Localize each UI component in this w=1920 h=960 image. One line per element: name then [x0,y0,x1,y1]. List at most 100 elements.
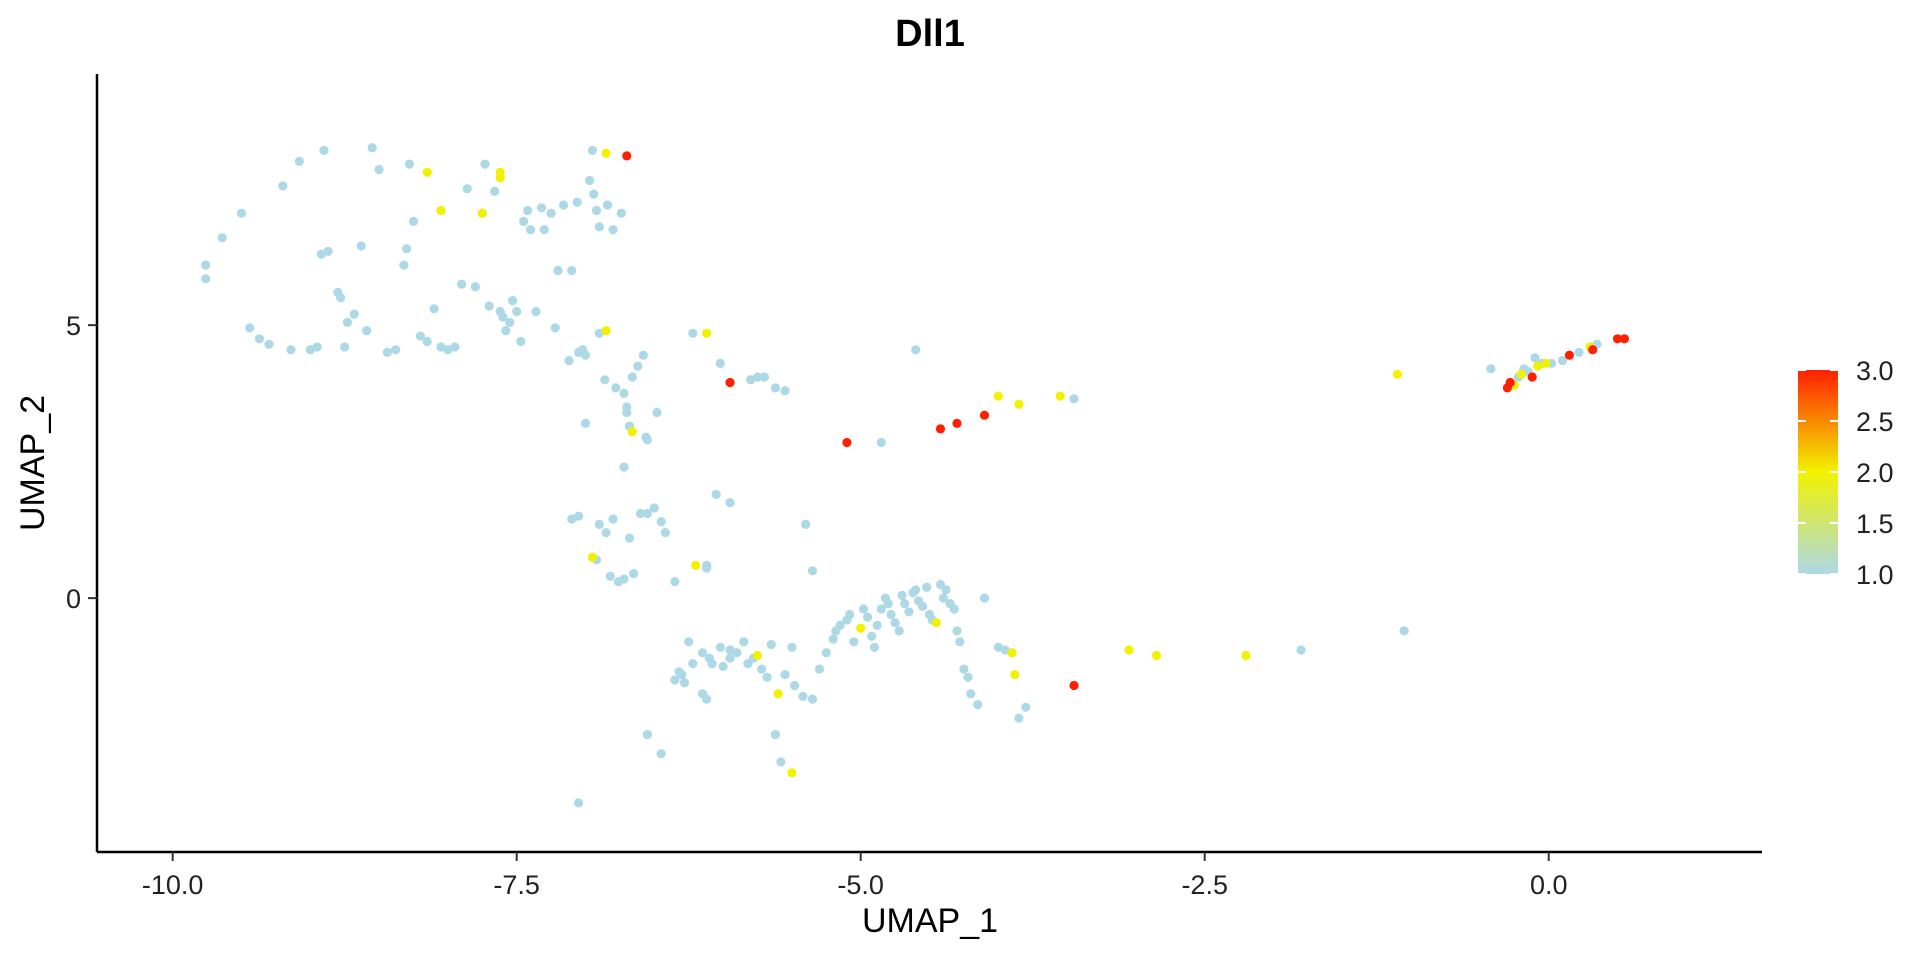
data-point-110 [979,410,990,420]
data-point-1 [201,274,211,284]
data-point-143 [684,637,694,647]
data-point-173 [863,612,873,622]
data-point-115 [911,345,921,355]
data-point-18 [342,317,352,327]
data-point-172 [858,604,869,614]
legend-ticks: 1.0 1.5 2.0 2.5 3.0 [1798,356,1894,590]
data-point-148 [725,653,735,663]
data-point-32 [429,304,439,314]
data-point-38 [470,282,480,292]
data-point-242 [1530,353,1540,363]
data-point-134 [660,528,670,538]
data-point-37 [462,184,472,194]
data-point-139 [711,489,721,499]
data-point-130 [635,508,646,519]
data-point-69 [594,222,604,232]
data-point-208 [1007,648,1017,658]
data-point-167 [835,620,845,631]
data-point-212 [725,645,735,655]
y-axis-title: UMAP_2 [14,395,52,531]
data-point-73 [611,383,621,393]
data-point-229 [1151,650,1162,661]
data-point-170 [849,637,859,647]
x-axis-title: UMAP_1 [862,902,998,940]
data-point-106 [842,437,852,448]
data-point-82 [422,167,432,177]
data-point-142 [807,566,818,576]
data-point-211 [1021,702,1031,712]
data-point-29 [408,216,419,226]
data-point-249 [1574,347,1584,357]
data-point-5 [254,334,264,344]
data-point-162 [807,694,818,704]
data-point-109 [952,418,962,428]
data-point-9 [294,156,304,166]
data-point-102 [752,372,763,382]
data-point-215 [674,667,684,677]
data-point-136 [691,560,701,571]
data-point-147 [718,661,728,672]
data-point-74 [616,208,626,218]
color-legend: 1.0 1.5 2.0 2.5 3.0 [1798,356,1894,590]
points-layer [201,143,1629,808]
data-point-21 [362,326,372,336]
data-point-45 [501,326,511,336]
data-point-55 [539,225,549,235]
data-point-13 [323,246,333,256]
data-point-201 [959,664,969,674]
data-point-183 [897,590,907,601]
data-point-140 [725,498,735,508]
data-point-120 [587,552,598,562]
data-point-98 [702,328,712,338]
data-point-20 [356,241,366,251]
data-point-171 [856,623,866,633]
data-point-223 [787,768,797,778]
data-point-2 [217,233,227,243]
data-point-12 [316,249,326,259]
data-point-79 [638,350,648,360]
data-point-164 [821,648,831,658]
data-point-230 [1241,650,1251,661]
data-point-214 [670,675,680,685]
data-point-177 [876,604,886,614]
data-point-158 [780,670,790,680]
data-point-58 [553,265,563,276]
data-point-175 [869,642,880,652]
data-point-203 [966,689,976,699]
data-point-101 [746,375,756,385]
data-point-59 [558,200,569,210]
data-point-202 [963,672,973,682]
data-point-107 [876,437,886,448]
data-point-141 [801,519,811,530]
data-point-209 [1010,670,1020,680]
data-point-36 [457,279,467,289]
data-point-23 [374,164,384,175]
data-point-133 [656,517,666,527]
data-point-159 [787,642,797,652]
chart-title: Dll1 [895,13,965,55]
data-point-146 [707,659,717,669]
data-point-16 [336,293,346,303]
data-point-189 [918,601,928,611]
data-point-114 [1069,394,1079,404]
y-tick-label: 0 [66,584,81,614]
data-point-220 [715,642,725,652]
data-point-217 [688,659,698,669]
data-point-19 [349,309,359,319]
data-point-157 [773,689,783,699]
legend-tick-label: 3.0 [1856,356,1894,386]
data-point-56 [546,208,556,218]
data-point-222 [776,757,786,767]
data-point-34 [443,345,453,355]
data-point-174 [867,631,877,641]
data-point-135 [670,577,680,587]
data-point-71 [602,200,613,210]
data-point-33 [436,342,446,352]
data-point-165 [828,634,838,644]
data-point-91 [601,326,611,336]
data-point-129 [624,533,635,543]
data-point-179 [883,599,893,609]
data-point-111 [993,391,1003,401]
data-point-154 [757,664,767,674]
